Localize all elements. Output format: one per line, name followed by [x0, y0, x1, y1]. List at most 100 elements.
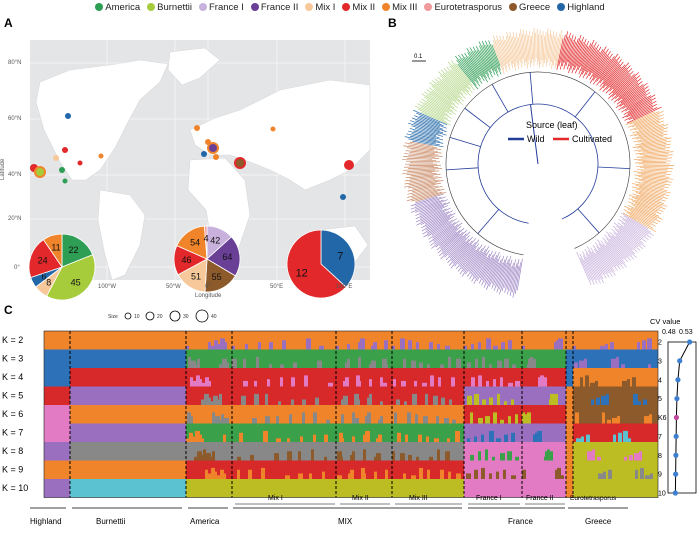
tree-leaf [514, 262, 522, 295]
tree-leaf [540, 35, 542, 65]
size-circle [145, 311, 155, 321]
tree-leaf [413, 130, 440, 139]
structure-segment [448, 471, 451, 479]
structure-segment [208, 342, 211, 350]
structure-segment [610, 342, 614, 350]
structure-segment [609, 486, 614, 498]
tree-leaf [599, 56, 621, 84]
tree-leaf [554, 30, 563, 69]
tree-leaf [475, 46, 493, 78]
structure-segment [373, 342, 377, 350]
structure-segment [223, 434, 226, 442]
structure-segment [575, 412, 579, 424]
tree-leaf [592, 53, 608, 77]
tree-leaf [606, 67, 627, 90]
tree-leaf [442, 235, 463, 255]
structure-segment [392, 345, 395, 350]
structure-segment [433, 395, 438, 405]
structure-segment [369, 364, 372, 368]
tree-leaf [455, 63, 472, 83]
structure-segment [400, 338, 405, 350]
tree-leaf [627, 208, 658, 225]
tree-leaf [549, 30, 555, 66]
tree-leaf [431, 80, 463, 105]
structure-segment [324, 434, 328, 442]
tree-leaf [406, 147, 438, 152]
tree-leaf [408, 154, 436, 158]
legend-item: France II [250, 2, 298, 13]
tree-leaf [567, 36, 577, 63]
structure-segment [427, 364, 430, 368]
legend-item: Mix I [305, 2, 335, 13]
tree-leaf [561, 32, 571, 67]
tree-root [529, 104, 539, 165]
structure-segment [497, 360, 502, 368]
structure-segment [591, 399, 594, 405]
structure-segment [193, 380, 198, 387]
south-america-shape [97, 189, 146, 281]
tree-leaf [423, 91, 451, 109]
pie-slice-label: 51 [191, 271, 201, 281]
tree-branch [446, 167, 479, 171]
tree-leaf [470, 249, 487, 275]
tree-leaf [640, 143, 671, 150]
map-point [34, 166, 46, 178]
cv-frame [667, 341, 697, 494]
structure-segment [265, 416, 270, 424]
pie-slice-label: 22 [68, 245, 78, 255]
structure-segment [205, 377, 209, 387]
tree-leaf [559, 36, 569, 70]
tree-leaf [437, 76, 462, 99]
structure-segment [529, 486, 534, 498]
tree-leaf [639, 183, 664, 189]
tree-leaf [583, 259, 595, 281]
tree-leaf [488, 40, 501, 71]
tree-leaf [602, 244, 620, 266]
structure-segment [637, 342, 640, 350]
tree-leaf [628, 198, 664, 212]
structure-segment [566, 423, 573, 442]
structure-segment [367, 397, 371, 405]
tree-leaf [421, 98, 446, 113]
tree-leaf [639, 139, 667, 146]
legend-label: Mix I [315, 1, 336, 13]
pie-slice [203, 225, 208, 260]
structure-segment [515, 456, 519, 461]
structure-segment [189, 432, 193, 442]
structure-segment [263, 430, 268, 442]
structure-segment [475, 358, 478, 368]
legend: America Burnettii France I France II Mix I Mi… [0, 0, 700, 14]
map-point [65, 113, 71, 119]
structure-segment [635, 469, 638, 479]
tree-leaf [434, 222, 463, 245]
tree-leaf [504, 266, 512, 293]
tree-leaf [440, 233, 467, 260]
structure-segment [354, 417, 359, 424]
structure-segment [317, 360, 322, 368]
structure-segment [437, 343, 440, 350]
cv-point [673, 452, 679, 458]
tree-leaf [572, 36, 585, 67]
structure-segment [411, 360, 416, 368]
tree-leaf [408, 122, 447, 136]
tree-leaf [635, 188, 665, 197]
tree-leaf [509, 262, 518, 297]
tree-leaf [528, 35, 532, 68]
tree-leaf [548, 34, 553, 59]
legend-dot-icon [342, 3, 351, 11]
tree-leaf [596, 58, 617, 86]
structure-segment [319, 345, 324, 350]
tree-leaf [414, 105, 445, 120]
tree-leaf [496, 262, 507, 293]
tree-leaf [441, 231, 464, 252]
tree-leaf [633, 157, 672, 160]
legend-item: Highland [557, 2, 605, 13]
tree-leaf [514, 36, 520, 61]
structure-segment [471, 343, 474, 350]
tree-leaf [410, 120, 440, 131]
structure-segment [408, 340, 412, 350]
structure-segment [549, 399, 552, 405]
structure-segment [322, 471, 325, 479]
structure-segment [382, 382, 387, 387]
lat-tick: 0° [14, 265, 20, 271]
